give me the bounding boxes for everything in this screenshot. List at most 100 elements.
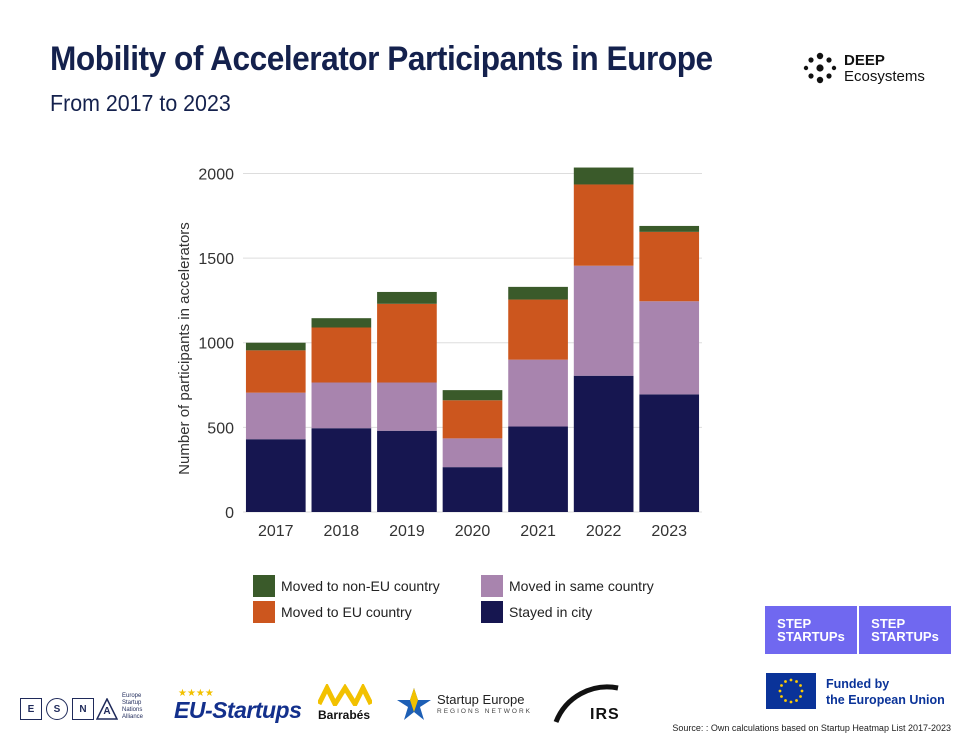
funded-by-eu-text: Funded by the European Union: [826, 676, 945, 708]
source-note: Source: : Own calculations based on Star…: [672, 723, 951, 733]
eu-star: [795, 699, 798, 702]
esna-caption: Europe Startup Nations Alliance: [122, 693, 143, 721]
bar-segment: [311, 382, 372, 429]
eu-flag-icon: [766, 673, 816, 709]
bar-segment: [639, 301, 700, 395]
x-tick-label: 2021: [520, 523, 556, 540]
esna-letter: N: [72, 698, 94, 720]
eu-star: [789, 700, 793, 704]
x-tick-label: 2017: [258, 523, 294, 540]
deep-dots-icon: [803, 52, 837, 84]
eu-star: [780, 695, 783, 698]
bar-segment: [573, 375, 634, 512]
esna-caption-line: Startup: [122, 700, 142, 706]
bar-segment: [508, 299, 568, 360]
step-line2: STARTUPs: [777, 629, 845, 644]
bar-segment: [508, 426, 568, 512]
esna-letter: E: [20, 698, 42, 720]
bar-segment: [377, 430, 437, 512]
legend-label: Moved to non-EU country: [281, 578, 440, 594]
svg-text:★★★★: ★★★★: [178, 688, 214, 698]
bar-segment: [508, 359, 568, 427]
bar-segment: [377, 303, 437, 383]
bar-segment: [639, 394, 700, 512]
bar-segment: [377, 291, 437, 304]
bar-segment: [245, 342, 306, 351]
deep-logo-line1: DEEP: [844, 52, 885, 69]
step-line1: STEP: [777, 616, 812, 631]
esna-letter: S: [46, 698, 68, 720]
startup-europe-sub: REGIONS NETWORK: [437, 708, 533, 715]
legend-swatch: [253, 575, 275, 597]
bar-segment: [573, 167, 634, 185]
step-startups-badge: STEP STARTUPs: [859, 606, 951, 654]
x-tick-label: 2019: [389, 523, 425, 540]
x-tick-label: 2023: [651, 523, 687, 540]
bar-segment: [311, 327, 372, 383]
legend-label: Moved in same country: [509, 578, 654, 594]
step-line2: STARTUPs: [871, 629, 939, 644]
legend-item-same-country: Moved in same country: [481, 574, 654, 598]
bar-segment: [573, 265, 634, 376]
funded-line2: the European Union: [826, 693, 945, 707]
esna-letter-a: [96, 698, 118, 720]
y-tick-label: 2000: [198, 166, 234, 183]
legend-swatch: [481, 575, 503, 597]
bar-segment: [245, 350, 306, 393]
y-tick-label: 0: [225, 505, 234, 522]
legend-label: Moved to EU country: [281, 604, 412, 620]
startup-europe-logo: Startup Europe: [437, 692, 525, 707]
x-tick-label: 2020: [455, 523, 491, 540]
startup-europe-star-icon: [397, 688, 431, 720]
bar-segment: [245, 439, 306, 512]
bar-segment: [442, 438, 503, 468]
eu-star: [795, 680, 798, 683]
page-subtitle: From 2017 to 2023: [50, 90, 231, 116]
legend-item-stayed-city: Stayed in city: [481, 600, 592, 624]
esna-letter: A: [103, 705, 111, 717]
legend-swatch: [253, 601, 275, 623]
legend-label: Stayed in city: [509, 604, 593, 620]
bar-segment: [442, 400, 503, 439]
eu-startups-logo: EU-Startups: [174, 697, 302, 723]
eu-star: [778, 689, 782, 693]
esna-caption-line: Nations: [122, 707, 143, 713]
esna-caption-line: Europe: [122, 693, 142, 699]
x-tick-label: 2018: [324, 523, 360, 540]
bar-segment: [508, 286, 568, 300]
eu-star: [800, 689, 804, 693]
stacked-bar-chart: 0 500 1000 1500 2000 2017 2018 2019 2020 2021 2022…: [176, 166, 702, 540]
eu-star: [789, 678, 793, 682]
deep-ecosystems-logo: DEEP Ecosystems: [800, 48, 950, 92]
eu-star: [799, 684, 802, 687]
eu-star: [780, 684, 783, 687]
irs-arc-icon: [553, 684, 619, 723]
funded-line1: Funded by: [826, 677, 890, 691]
legend-swatch: [481, 601, 503, 623]
bar-segment: [311, 428, 372, 512]
y-tick-label: 1000: [198, 336, 234, 353]
y-tick-label: 1500: [198, 251, 234, 268]
y-tick-label: 500: [207, 420, 234, 437]
bar-segment: [245, 392, 306, 440]
eu-star: [799, 695, 802, 698]
chart-legend: Moved to non-EU country Moved in same co…: [253, 574, 703, 626]
bar-segment: [639, 231, 700, 302]
eu-star: [784, 699, 787, 702]
bar-segment: [639, 225, 700, 232]
legend-item-eu-country: Moved to EU country: [253, 600, 412, 624]
y-axis-label: Number of participants in accelerators: [176, 222, 193, 475]
page-title: Mobility of Accelerator Participants in …: [50, 40, 713, 78]
barrabes-logo: Barrabés: [318, 708, 371, 722]
step-line1: STEP: [871, 616, 906, 631]
esna-caption-line: Alliance: [122, 714, 144, 720]
esna-triangle-icon: [96, 698, 118, 720]
eu-star: [784, 680, 787, 683]
step-startups-badge: STEP STARTUPs: [765, 606, 857, 654]
x-tick-label: 2022: [586, 523, 622, 540]
bar-segment: [377, 382, 437, 431]
irs-logo: IRS: [590, 706, 620, 723]
bar-segment: [573, 184, 634, 266]
eu-startups-stars-icon: ★★★★: [178, 688, 214, 698]
barrabes-mountain-icon: [318, 684, 372, 706]
